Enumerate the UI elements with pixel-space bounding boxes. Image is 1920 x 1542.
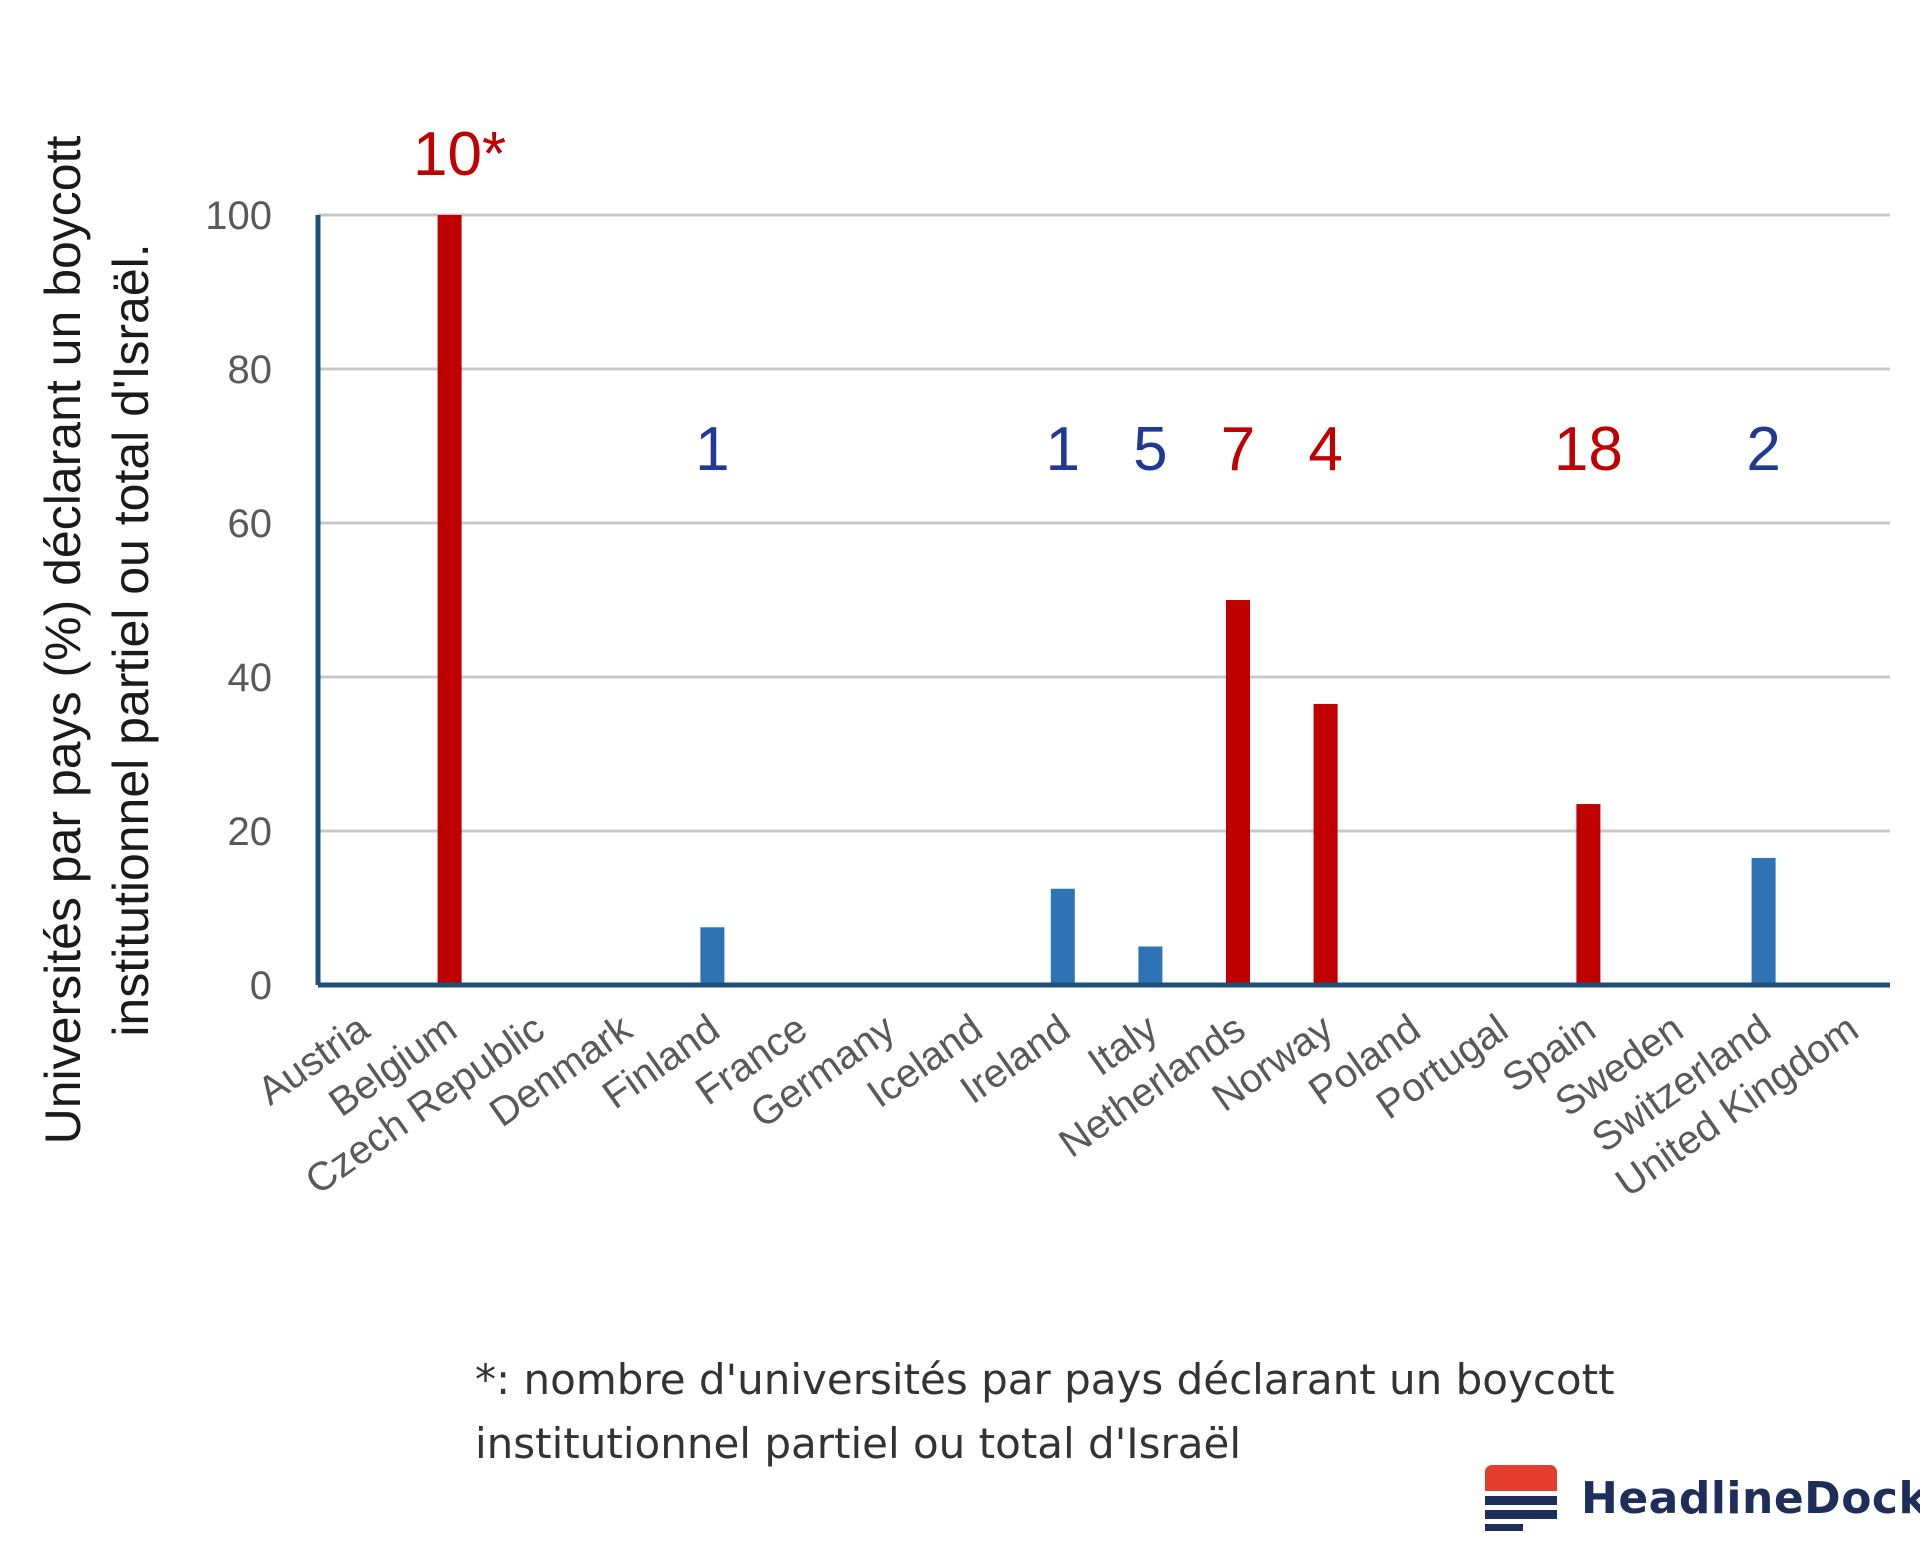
- y-tick-label: 60: [228, 502, 273, 546]
- count-label: 5: [1133, 415, 1167, 484]
- count-label: 7: [1221, 415, 1255, 484]
- count-label: 10*: [413, 120, 506, 189]
- bars: [437, 215, 1776, 985]
- y-tick-label: 80: [228, 348, 273, 392]
- bar-finland: [700, 927, 725, 985]
- y-axis-title-line-1: Universités par pays (%) déclarant un bo…: [35, 136, 91, 1145]
- count-label: 2: [1746, 415, 1780, 484]
- bar-spain: [1576, 804, 1601, 985]
- count-labels: 10*1 1 5 7 4 18 2: [413, 120, 1781, 484]
- bar-norway: [1313, 703, 1338, 985]
- footnote-line-2: institutionnel partiel ou total d'Israël: [475, 1419, 1242, 1468]
- y-tick-label: 100: [205, 194, 272, 238]
- bar-belgium: [437, 215, 462, 985]
- y-tick-label: 0: [250, 964, 272, 1008]
- brand-logo-icon: [1485, 1465, 1557, 1531]
- y-tick-label: 40: [228, 656, 273, 700]
- bar-switzerland: [1751, 857, 1776, 985]
- count-label: 18: [1554, 415, 1623, 484]
- bar-italy: [1138, 946, 1163, 985]
- y-tick-label: 20: [228, 810, 273, 854]
- grid-lines: [318, 213, 1890, 833]
- brand-name: HeadlineDock: [1581, 1472, 1920, 1524]
- footnote-line-1: *: nombre d'universités par pays déclara…: [475, 1355, 1615, 1404]
- y-axis-ticks: 0 20 40 60 80 100: [205, 194, 272, 1008]
- count-label: 1: [1046, 415, 1080, 484]
- y-axis-title: Universités par pays (%) déclarant un bo…: [35, 136, 159, 1145]
- count-label: 4: [1308, 415, 1342, 484]
- bar-netherlands: [1226, 600, 1250, 985]
- axes: [315, 215, 1890, 988]
- footnote: *: nombre d'universités par pays déclara…: [475, 1348, 1875, 1476]
- bar-ireland: [1050, 888, 1075, 985]
- count-label: 1: [695, 415, 729, 484]
- brand-watermark: HeadlineDock: [1485, 1462, 1920, 1534]
- y-axis-title-line-2: institutionnel partiel ou total d'Israël…: [103, 243, 159, 1036]
